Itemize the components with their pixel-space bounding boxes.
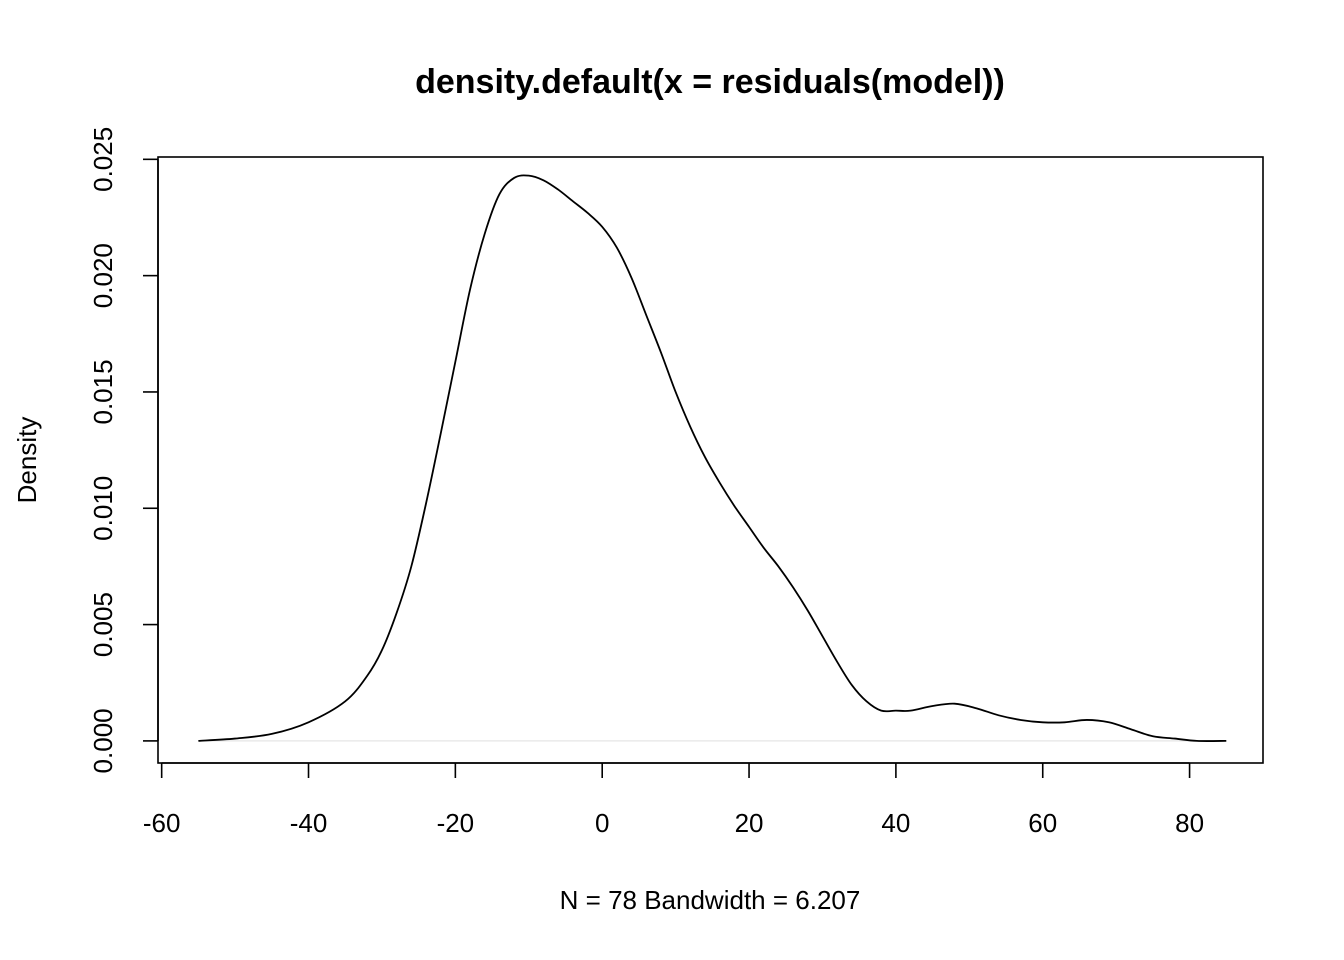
x-tick-label: 20: [735, 808, 764, 838]
y-axis-label: Density: [12, 417, 42, 504]
y-tick-label: 0.025: [88, 127, 118, 192]
y-tick-label: 0.005: [88, 592, 118, 657]
x-tick-label: 60: [1028, 808, 1057, 838]
x-tick-label: 40: [881, 808, 910, 838]
density-curve: [198, 174, 1227, 742]
x-tick-label: 0: [595, 808, 609, 838]
x-tick-label: -20: [437, 808, 475, 838]
x-tick-label: -40: [290, 808, 328, 838]
x-tick-label: -60: [143, 808, 181, 838]
x-tick-label: 80: [1175, 808, 1204, 838]
y-tick-label: 0.015: [88, 359, 118, 424]
plot-frame: [157, 156, 1264, 764]
x-axis: -60 -40 -20 0 20 40 60 80: [143, 762, 1204, 838]
chart-title: density.default(x = residuals(model)): [415, 63, 1005, 101]
y-tick-label: 0.020: [88, 243, 118, 308]
x-axis-label: N = 78 Bandwidth = 6.207: [560, 885, 861, 915]
y-tick-label: 0.000: [88, 708, 118, 773]
y-tick-label: 0.010: [88, 476, 118, 541]
y-axis: 0.000 0.005 0.010 0.015 0.020 0.025: [88, 127, 159, 773]
